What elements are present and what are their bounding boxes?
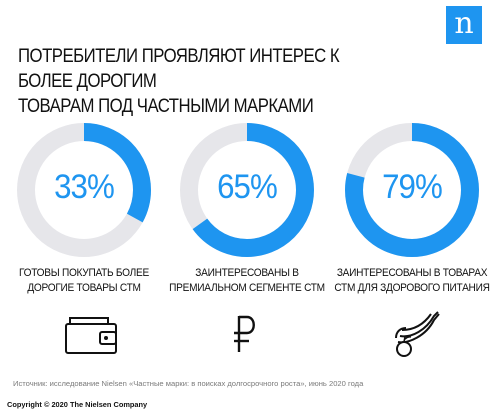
- caption-line-1: ЗАИНТЕРЕСОВАНЫ В ТОВАРАХ: [336, 267, 488, 279]
- donut-arc-3: [345, 123, 479, 257]
- page-title: ПОТРЕБИТЕЛИ ПРОЯВЛЯЮТ ИНТЕРЕС К БОЛЕЕ ДО…: [18, 44, 396, 119]
- ruble-icon: [234, 315, 255, 352]
- logo-letter: n: [454, 6, 474, 41]
- caption-line-2: СТМ ДЛЯ ЗДОРОВОГО ПИТАНИЯ: [334, 282, 490, 294]
- copyright: Copyright © 2020 The Nielsen Company: [7, 400, 148, 409]
- nielsen-logo: n: [446, 6, 482, 44]
- donut-value-label-3: 79%: [382, 168, 443, 206]
- donut-arc-1: [17, 123, 151, 257]
- source-note: Источник: исследование Nielsen «Частные …: [13, 379, 364, 388]
- donut-value-label-2: 65%: [217, 168, 278, 206]
- caption-line-2: ДОРОГИЕ ТОВАРЫ СТМ: [27, 282, 141, 294]
- caption-line-2: ПРЕМИАЛЬНОМ СЕГМЕНТЕ СТМ: [169, 282, 325, 294]
- caption-line-1: ГОТОВЫ ПОКУПАТЬ БОЛЕЕ: [18, 267, 149, 279]
- caption-line-1: ЗАИНТЕРЕСОВАНЫ В: [195, 267, 299, 279]
- fruit-icon: [395, 311, 440, 357]
- donut-value-label-1: 33%: [54, 168, 115, 206]
- donut-caption-3: ЗАИНТЕРЕСОВАНЫ В ТОВАРАХ СТМ ДЛЯ ЗДОРОВОГ…: [334, 266, 490, 296]
- wallet-icon: [65, 317, 117, 354]
- donut-caption-1: ГОТОВЫ ПОКУПАТЬ БОЛЕЕ ДОРОГИЕ ТОВАРЫ СТМ: [6, 266, 162, 296]
- title-line-1: ПОТРЕБИТЕЛИ ПРОЯВЛЯЮТ ИНТЕРЕС К БОЛЕЕ ДО…: [18, 45, 340, 92]
- donut-arc-2: [180, 123, 314, 257]
- title-line-2: ТОВАРАМ ПОД ЧАСТНЫМИ МАРКАМИ: [18, 95, 314, 117]
- donut-caption-2: ЗАИНТЕРЕСОВАНЫ В ПРЕМИАЛЬНОМ СЕГМЕНТЕ СТМ: [169, 266, 325, 296]
